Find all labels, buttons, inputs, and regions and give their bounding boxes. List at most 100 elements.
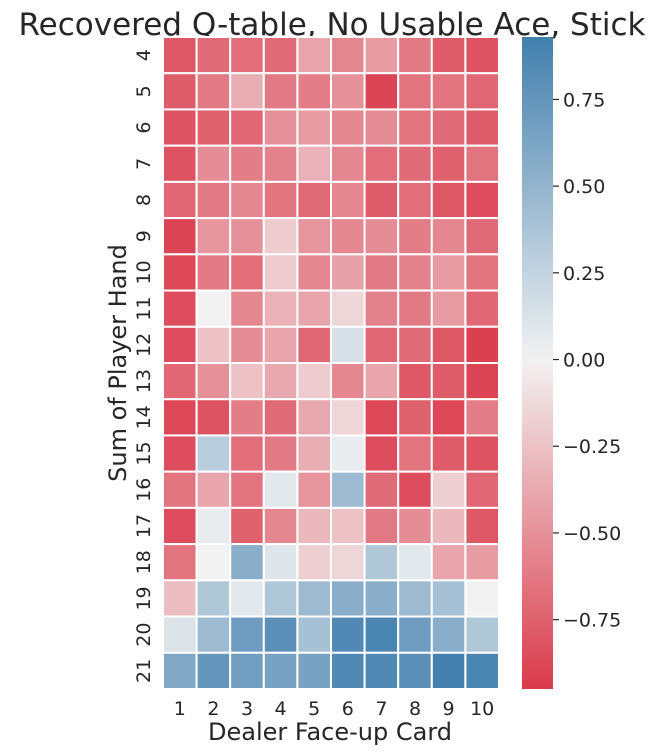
heatmap-cell — [430, 579, 467, 618]
y-tick-label: 20 — [133, 623, 155, 647]
heatmap-cell — [195, 72, 232, 111]
heatmap-cell — [464, 72, 500, 111]
heatmap-cell — [363, 289, 400, 328]
heatmap-cell — [363, 36, 400, 75]
heatmap-cell — [229, 253, 265, 292]
x-tick-label: 6 — [342, 698, 354, 720]
heatmap-cell — [262, 325, 299, 364]
heatmap-cell — [262, 362, 299, 401]
heatmap-cell — [363, 144, 400, 183]
heatmap-cell — [162, 398, 198, 437]
heatmap-cell — [430, 470, 467, 509]
y-tick-label: 7 — [133, 158, 155, 170]
heatmap-cell — [464, 506, 500, 546]
x-tick-label: 3 — [241, 698, 253, 720]
heatmap-cell — [296, 72, 332, 111]
x-tick-label: 7 — [375, 698, 387, 720]
heatmap-cell — [330, 434, 366, 473]
heatmap-cell — [430, 543, 467, 582]
heatmap-cell — [397, 543, 433, 582]
heatmap-cell — [262, 72, 299, 111]
heatmap-cell — [229, 289, 265, 328]
heatmap-cell — [195, 470, 232, 509]
heatmap-cell — [195, 651, 232, 690]
heatmap-cell — [262, 615, 299, 654]
heatmap-cell — [397, 36, 433, 75]
heatmap-cell — [296, 651, 332, 690]
heatmap-cell — [229, 506, 265, 546]
heatmap-cell — [296, 398, 332, 437]
heatmap-cell — [229, 325, 265, 364]
heatmap-cell — [262, 253, 299, 292]
heatmap-cell — [296, 144, 332, 183]
heatmap-cell — [162, 470, 198, 509]
heatmap-cell — [296, 253, 332, 292]
heatmap-cell — [195, 289, 232, 328]
y-tick-label: 4 — [133, 49, 155, 61]
heatmap-cell — [430, 289, 467, 328]
heatmap-cell — [262, 180, 299, 220]
heatmap-cell — [330, 506, 366, 546]
heatmap-cell — [397, 253, 433, 292]
heatmap-cell — [464, 325, 500, 364]
y-tick-label: 12 — [133, 333, 155, 357]
heatmap-cell — [162, 180, 198, 220]
heatmap-cell — [229, 398, 265, 437]
heatmap-cell — [464, 108, 500, 147]
heatmap-cell — [397, 180, 433, 220]
heatmap-cell — [330, 579, 366, 618]
y-tick-label: 16 — [133, 478, 155, 502]
x-tick-labels: 1 2 3 4 5 6 7 8 9 10 — [174, 698, 495, 720]
heatmap-cell — [397, 434, 433, 473]
heatmap-cell — [262, 108, 299, 147]
heatmap-cell — [296, 615, 332, 654]
heatmap-cell — [363, 72, 400, 111]
heatmap-cell — [430, 36, 467, 75]
heatmap-cell — [195, 180, 232, 220]
heatmap-cell — [195, 108, 232, 147]
heatmap-cell — [430, 253, 467, 292]
heatmap-cell — [363, 651, 400, 690]
heatmap-cell — [430, 506, 467, 546]
heatmap-cell — [296, 362, 332, 401]
heatmap-cell — [162, 543, 198, 582]
heatmap-cell — [397, 579, 433, 618]
heatmap-cell — [195, 325, 232, 364]
heatmap-cell — [397, 615, 433, 654]
heatmap-cell — [262, 398, 299, 437]
heatmap-cell — [330, 36, 366, 75]
y-tick-label: 8 — [133, 194, 155, 206]
heatmap-cell — [430, 72, 467, 111]
heatmap-cell — [363, 470, 400, 509]
colorbar-ticks: 0.75 0.50 0.25 0.00 −0.25 −0.50 −0.75 — [553, 89, 621, 632]
y-tick-label: 5 — [133, 85, 155, 97]
heatmap-cell — [430, 180, 467, 220]
heatmap-cell — [464, 615, 500, 654]
colorbar-tick-label: 0.75 — [563, 89, 605, 111]
heatmap-cell — [397, 362, 433, 401]
heatmap-cell — [162, 651, 198, 690]
heatmap-cell — [363, 253, 400, 292]
heatmap-cell — [464, 651, 500, 690]
heatmap-cell — [330, 398, 366, 437]
y-tick-label: 21 — [133, 659, 155, 683]
heatmap-cell — [464, 362, 500, 401]
heatmap-cell — [195, 543, 232, 582]
heatmap-cell — [330, 72, 366, 111]
heatmap-cell — [430, 217, 467, 256]
heatmap-cell — [262, 651, 299, 690]
heatmap-cell — [162, 253, 198, 292]
heatmap-cell — [430, 398, 467, 437]
heatmap-cell — [464, 543, 500, 582]
heatmap-cell — [296, 470, 332, 509]
heatmap-cells — [162, 36, 500, 690]
heatmap-cell — [296, 108, 332, 147]
heatmap-cell — [195, 434, 232, 473]
heatmap-cell — [363, 506, 400, 546]
y-tick-label: 14 — [133, 405, 155, 429]
heatmap-cell — [262, 144, 299, 183]
colorbar-tick-label: 0.25 — [563, 263, 605, 285]
heatmap-cell — [229, 180, 265, 220]
heatmap-cell — [229, 362, 265, 401]
